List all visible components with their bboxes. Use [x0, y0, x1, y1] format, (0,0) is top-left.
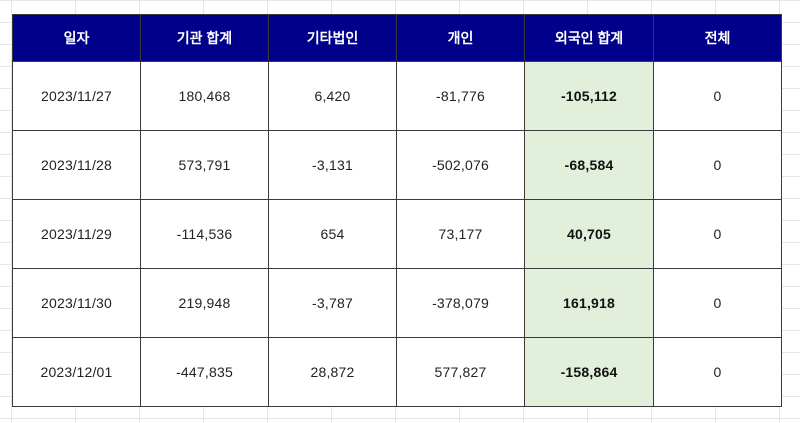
cell-other-corporation[interactable]: -3,787: [268, 268, 397, 338]
cell-other-corporation[interactable]: 6,420: [268, 61, 397, 131]
cell-institution-total[interactable]: -114,536: [140, 199, 269, 269]
cell-individual[interactable]: 577,827: [396, 337, 525, 407]
cell-total[interactable]: 0: [653, 337, 782, 407]
cell-date[interactable]: 2023/11/28: [12, 130, 141, 200]
header-date[interactable]: 일자: [12, 14, 141, 62]
table-row: 2023/11/30 219,948 -3,787 -378,079 161,9…: [12, 268, 782, 338]
header-institution-total[interactable]: 기관 합계: [140, 14, 269, 62]
table-row: 2023/11/27 180,468 6,420 -81,776 -105,11…: [12, 61, 782, 131]
header-row: 일자 기관 합계 기타법인 개인 외국인 합계 전체: [12, 14, 782, 62]
cell-individual[interactable]: -81,776: [396, 61, 525, 131]
cell-other-corporation[interactable]: 28,872: [268, 337, 397, 407]
header-other-corporation[interactable]: 기타법인: [268, 14, 397, 62]
cell-other-corporation[interactable]: 654: [268, 199, 397, 269]
cell-other-corporation[interactable]: -3,131: [268, 130, 397, 200]
header-foreign-total[interactable]: 외국인 합계: [524, 14, 654, 62]
table-row: 2023/11/28 573,791 -3,131 -502,076 -68,5…: [12, 130, 782, 200]
cell-total[interactable]: 0: [653, 199, 782, 269]
cell-individual[interactable]: 73,177: [396, 199, 525, 269]
cell-date[interactable]: 2023/11/29: [12, 199, 141, 269]
cell-institution-total[interactable]: 180,468: [140, 61, 269, 131]
cell-total[interactable]: 0: [653, 130, 782, 200]
cell-date[interactable]: 2023/12/01: [12, 337, 141, 407]
header-individual[interactable]: 개인: [396, 14, 525, 62]
cell-foreign-total[interactable]: 161,918: [524, 268, 654, 338]
cell-individual[interactable]: -502,076: [396, 130, 525, 200]
cell-foreign-total[interactable]: -105,112: [524, 61, 654, 131]
cell-foreign-total[interactable]: -158,864: [524, 337, 654, 407]
cell-total[interactable]: 0: [653, 61, 782, 131]
cell-date[interactable]: 2023/11/30: [12, 268, 141, 338]
table-row: 2023/12/01 -447,835 28,872 577,827 -158,…: [12, 337, 782, 407]
cell-individual[interactable]: -378,079: [396, 268, 525, 338]
table-row: 2023/11/29 -114,536 654 73,177 40,705 0: [12, 199, 782, 269]
cell-total[interactable]: 0: [653, 268, 782, 338]
header-total[interactable]: 전체: [653, 14, 782, 62]
cell-date[interactable]: 2023/11/27: [12, 61, 141, 131]
cell-institution-total[interactable]: 573,791: [140, 130, 269, 200]
cell-institution-total[interactable]: -447,835: [140, 337, 269, 407]
cell-institution-total[interactable]: 219,948: [140, 268, 269, 338]
cell-foreign-total[interactable]: 40,705: [524, 199, 654, 269]
investor-trading-table: 일자 기관 합계 기타법인 개인 외국인 합계 전체 2023/11/27 18…: [12, 14, 782, 407]
cell-foreign-total[interactable]: -68,584: [524, 130, 654, 200]
